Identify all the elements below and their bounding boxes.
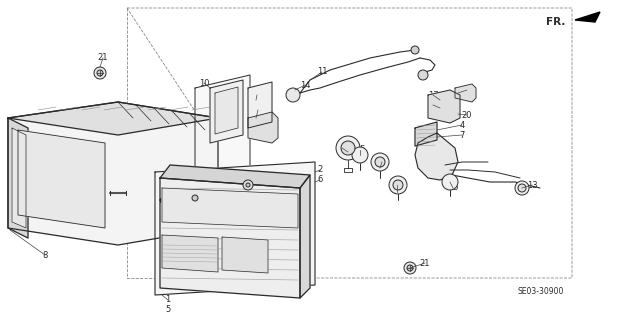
Circle shape [192,195,198,201]
Text: 8: 8 [42,250,48,259]
Polygon shape [222,237,268,273]
Polygon shape [8,102,218,245]
Polygon shape [248,82,272,128]
Polygon shape [415,133,458,180]
Polygon shape [300,175,310,298]
Polygon shape [160,178,300,298]
Circle shape [94,67,106,79]
Polygon shape [455,84,476,102]
Text: 16: 16 [374,164,385,173]
Polygon shape [162,188,298,228]
Circle shape [189,192,201,204]
Circle shape [442,174,458,190]
Text: 9: 9 [254,91,260,100]
Polygon shape [18,130,105,228]
Circle shape [352,147,368,163]
Polygon shape [248,112,278,143]
Polygon shape [210,80,243,143]
Text: 5: 5 [165,306,171,315]
Circle shape [341,141,355,155]
Polygon shape [575,12,600,22]
Circle shape [389,176,407,194]
Text: 19: 19 [461,85,472,94]
Text: 17: 17 [428,91,438,100]
Text: 1: 1 [165,295,171,305]
Text: 7: 7 [460,130,465,139]
Circle shape [375,157,385,167]
Circle shape [246,183,250,187]
Circle shape [286,88,300,102]
Circle shape [243,180,253,190]
Polygon shape [215,87,238,134]
Text: 6: 6 [317,175,323,184]
Text: 18: 18 [428,100,438,109]
Text: 10: 10 [199,78,209,87]
Text: 15: 15 [448,183,458,192]
Circle shape [515,181,529,195]
Polygon shape [12,128,26,228]
Text: 3: 3 [339,144,345,152]
Polygon shape [160,165,310,188]
Polygon shape [428,90,460,123]
Circle shape [97,70,103,76]
Text: 12: 12 [253,106,263,115]
Text: 11: 11 [317,68,327,77]
Circle shape [336,136,360,160]
Text: 21: 21 [98,54,108,63]
Text: 21: 21 [420,258,430,268]
Circle shape [407,265,413,271]
Circle shape [518,184,526,192]
Circle shape [404,262,416,274]
Text: 15: 15 [355,145,365,154]
Text: SE03-30900: SE03-30900 [518,287,564,296]
Text: 16: 16 [392,188,403,197]
Polygon shape [8,102,218,135]
Text: FR.: FR. [546,17,565,27]
Circle shape [411,46,419,54]
Circle shape [418,70,428,80]
Text: 20: 20 [461,110,472,120]
Polygon shape [8,118,28,238]
Text: 2: 2 [317,166,323,174]
Polygon shape [155,162,315,295]
Polygon shape [162,235,218,272]
Circle shape [371,153,389,171]
Polygon shape [415,122,437,146]
Text: 4: 4 [460,121,465,130]
Circle shape [393,180,403,190]
Text: 14: 14 [300,80,310,90]
Polygon shape [195,75,250,252]
Text: 13: 13 [527,181,538,189]
